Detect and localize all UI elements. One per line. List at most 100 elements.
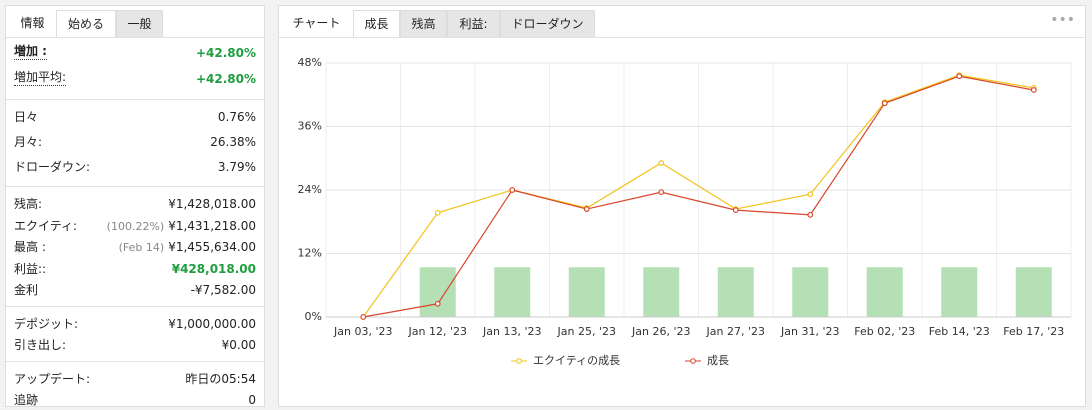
stat-label: 最高 : <box>14 240 46 254</box>
point <box>583 206 590 212</box>
tab-line <box>6 37 264 38</box>
stat-value: ¥428,018.00 <box>172 259 256 279</box>
stat-number: ¥1,000,000.00 <box>168 316 256 331</box>
series-line <box>363 75 1034 318</box>
tab[interactable]: 残高 <box>400 10 447 38</box>
menu-dots[interactable]: ••• <box>1050 12 1075 28</box>
point <box>509 187 516 193</box>
stat-value: (100.22%) ¥1,431,218.00 <box>107 216 256 237</box>
point <box>956 73 963 80</box>
stat-row: 月々: 26.38% <box>14 132 256 152</box>
bar <box>866 267 903 317</box>
point <box>434 300 441 307</box>
stat-value: -¥7,582.00 <box>191 280 256 300</box>
bar <box>1015 267 1052 317</box>
stat-number: 3.79% <box>217 160 256 174</box>
stat-number: 0 <box>248 393 256 407</box>
stat-row: 残高: ¥1,428,018.00 <box>14 194 256 214</box>
tab[interactable]: 始める <box>56 10 116 38</box>
bar <box>568 267 605 317</box>
separator <box>6 99 264 100</box>
stat-value: (Feb 14) ¥1,455,634.00 <box>119 237 256 258</box>
tab-line <box>279 37 1085 38</box>
stat-label: ドローダウン: <box>14 160 91 174</box>
tab[interactable]: 成長 <box>353 10 400 38</box>
x-tick-label: Jan 27, '23 <box>706 325 765 338</box>
separator <box>6 360 264 362</box>
chart: 0% 12% 24% 36% 48% Jan 03, '23 Jan 12, '23 Jan … <box>298 56 1072 367</box>
point <box>434 209 441 216</box>
stat-row: ドローダウン: 3.79% <box>14 157 256 177</box>
stat-row: 金利 -¥7,582.00 <box>14 280 256 300</box>
tab[interactable]: 利益: <box>447 10 500 38</box>
legend-label: 成長 <box>707 354 729 367</box>
y-tick-label: 48% <box>298 56 322 69</box>
x-tick-label: Jan 31, '23 <box>780 325 839 338</box>
bar <box>792 267 829 317</box>
y-tick-label: 24% <box>298 183 322 196</box>
stat-value: 昨日の05:54 <box>185 369 256 389</box>
y-tick-label: 36% <box>298 120 322 133</box>
stat-label: エクイティ: <box>14 218 78 233</box>
stat-value: ¥1,000,000.00 <box>168 314 256 334</box>
stat-row: 増加 : +42.80% <box>14 43 256 63</box>
stat-label: 利益:: <box>14 261 47 276</box>
stat-row: エクイティ: (100.22%) ¥1,431,218.00 <box>14 216 256 236</box>
stat-label: 引き出し: <box>14 338 67 352</box>
stat-number: +42.80% <box>195 46 256 60</box>
stat-number: ¥0.00 <box>221 338 256 352</box>
stats-panel: 情報 始める 一般増加 : +42.80% 増加平均: +42.80% 日々 0.76% 月々:… <box>5 5 265 407</box>
point <box>732 207 739 214</box>
y-tick-label: 0% <box>305 310 322 323</box>
x-tick-label: Feb 17, '23 <box>1003 325 1064 338</box>
stat-label: 月々: <box>14 135 43 149</box>
bar <box>941 267 978 317</box>
stat-value: 0 <box>248 390 256 410</box>
stat-number: 26.38% <box>210 135 256 149</box>
stat-number: 0.76% <box>217 110 256 124</box>
stat-label: 追跡 <box>14 393 39 407</box>
stat-value: ¥1,428,018.00 <box>168 194 256 214</box>
x-tick-label: Jan 25, '23 <box>557 325 616 338</box>
tab[interactable]: ドローダウン <box>500 10 595 38</box>
point <box>658 160 665 166</box>
chart-panel: 0% 12% 24% 36% 48% Jan 03, '23 Jan 12, '23 Jan … <box>278 5 1086 407</box>
stat-label: デポジット: <box>14 316 79 331</box>
legend-marker <box>690 358 696 364</box>
stat-label: アップデート: <box>14 371 91 386</box>
tab[interactable]: チャート <box>282 10 351 36</box>
stat-note: (Feb 14) <box>118 241 165 254</box>
tab[interactable]: 情報 <box>9 10 56 36</box>
bar <box>419 267 456 317</box>
separator <box>6 186 264 187</box>
x-tick-label: Feb 14, '23 <box>929 325 990 338</box>
stat-label: 金利 <box>14 283 39 297</box>
point <box>360 314 367 320</box>
stat-number: ¥1,455,634.00 <box>168 240 256 254</box>
y-tick-label: 12% <box>298 247 322 260</box>
point <box>1030 87 1037 93</box>
stat-number: ¥428,018.00 <box>171 261 256 276</box>
stat-value: +42.80% <box>196 69 256 89</box>
bar <box>717 267 754 317</box>
stat-row: 日々 0.76% <box>14 107 256 127</box>
stat-number: 昨日の05:54 <box>185 371 256 386</box>
stat-label: 増加平均: <box>14 70 67 86</box>
stat-label: 残高: <box>14 197 43 211</box>
stat-value: 0.76% <box>218 107 256 127</box>
legend-marker <box>516 358 522 364</box>
separator <box>6 305 264 307</box>
stat-row: 引き出し: ¥0.00 <box>14 335 256 355</box>
stat-value: ¥0.00 <box>222 335 256 355</box>
stat-value: 26.38% <box>210 132 256 152</box>
stat-number: ¥1,431,218.00 <box>168 218 256 233</box>
point <box>881 100 888 107</box>
tab[interactable]: 一般 <box>116 10 163 38</box>
stat-value: +42.80% <box>196 43 256 63</box>
stat-number: +42.80% <box>195 72 256 86</box>
x-tick-label: Jan 13, '23 <box>482 325 541 338</box>
stat-row: アップデート: 昨日の05:54 <box>14 369 256 389</box>
stat-note: (100.22%) <box>106 219 165 233</box>
point <box>807 211 814 218</box>
